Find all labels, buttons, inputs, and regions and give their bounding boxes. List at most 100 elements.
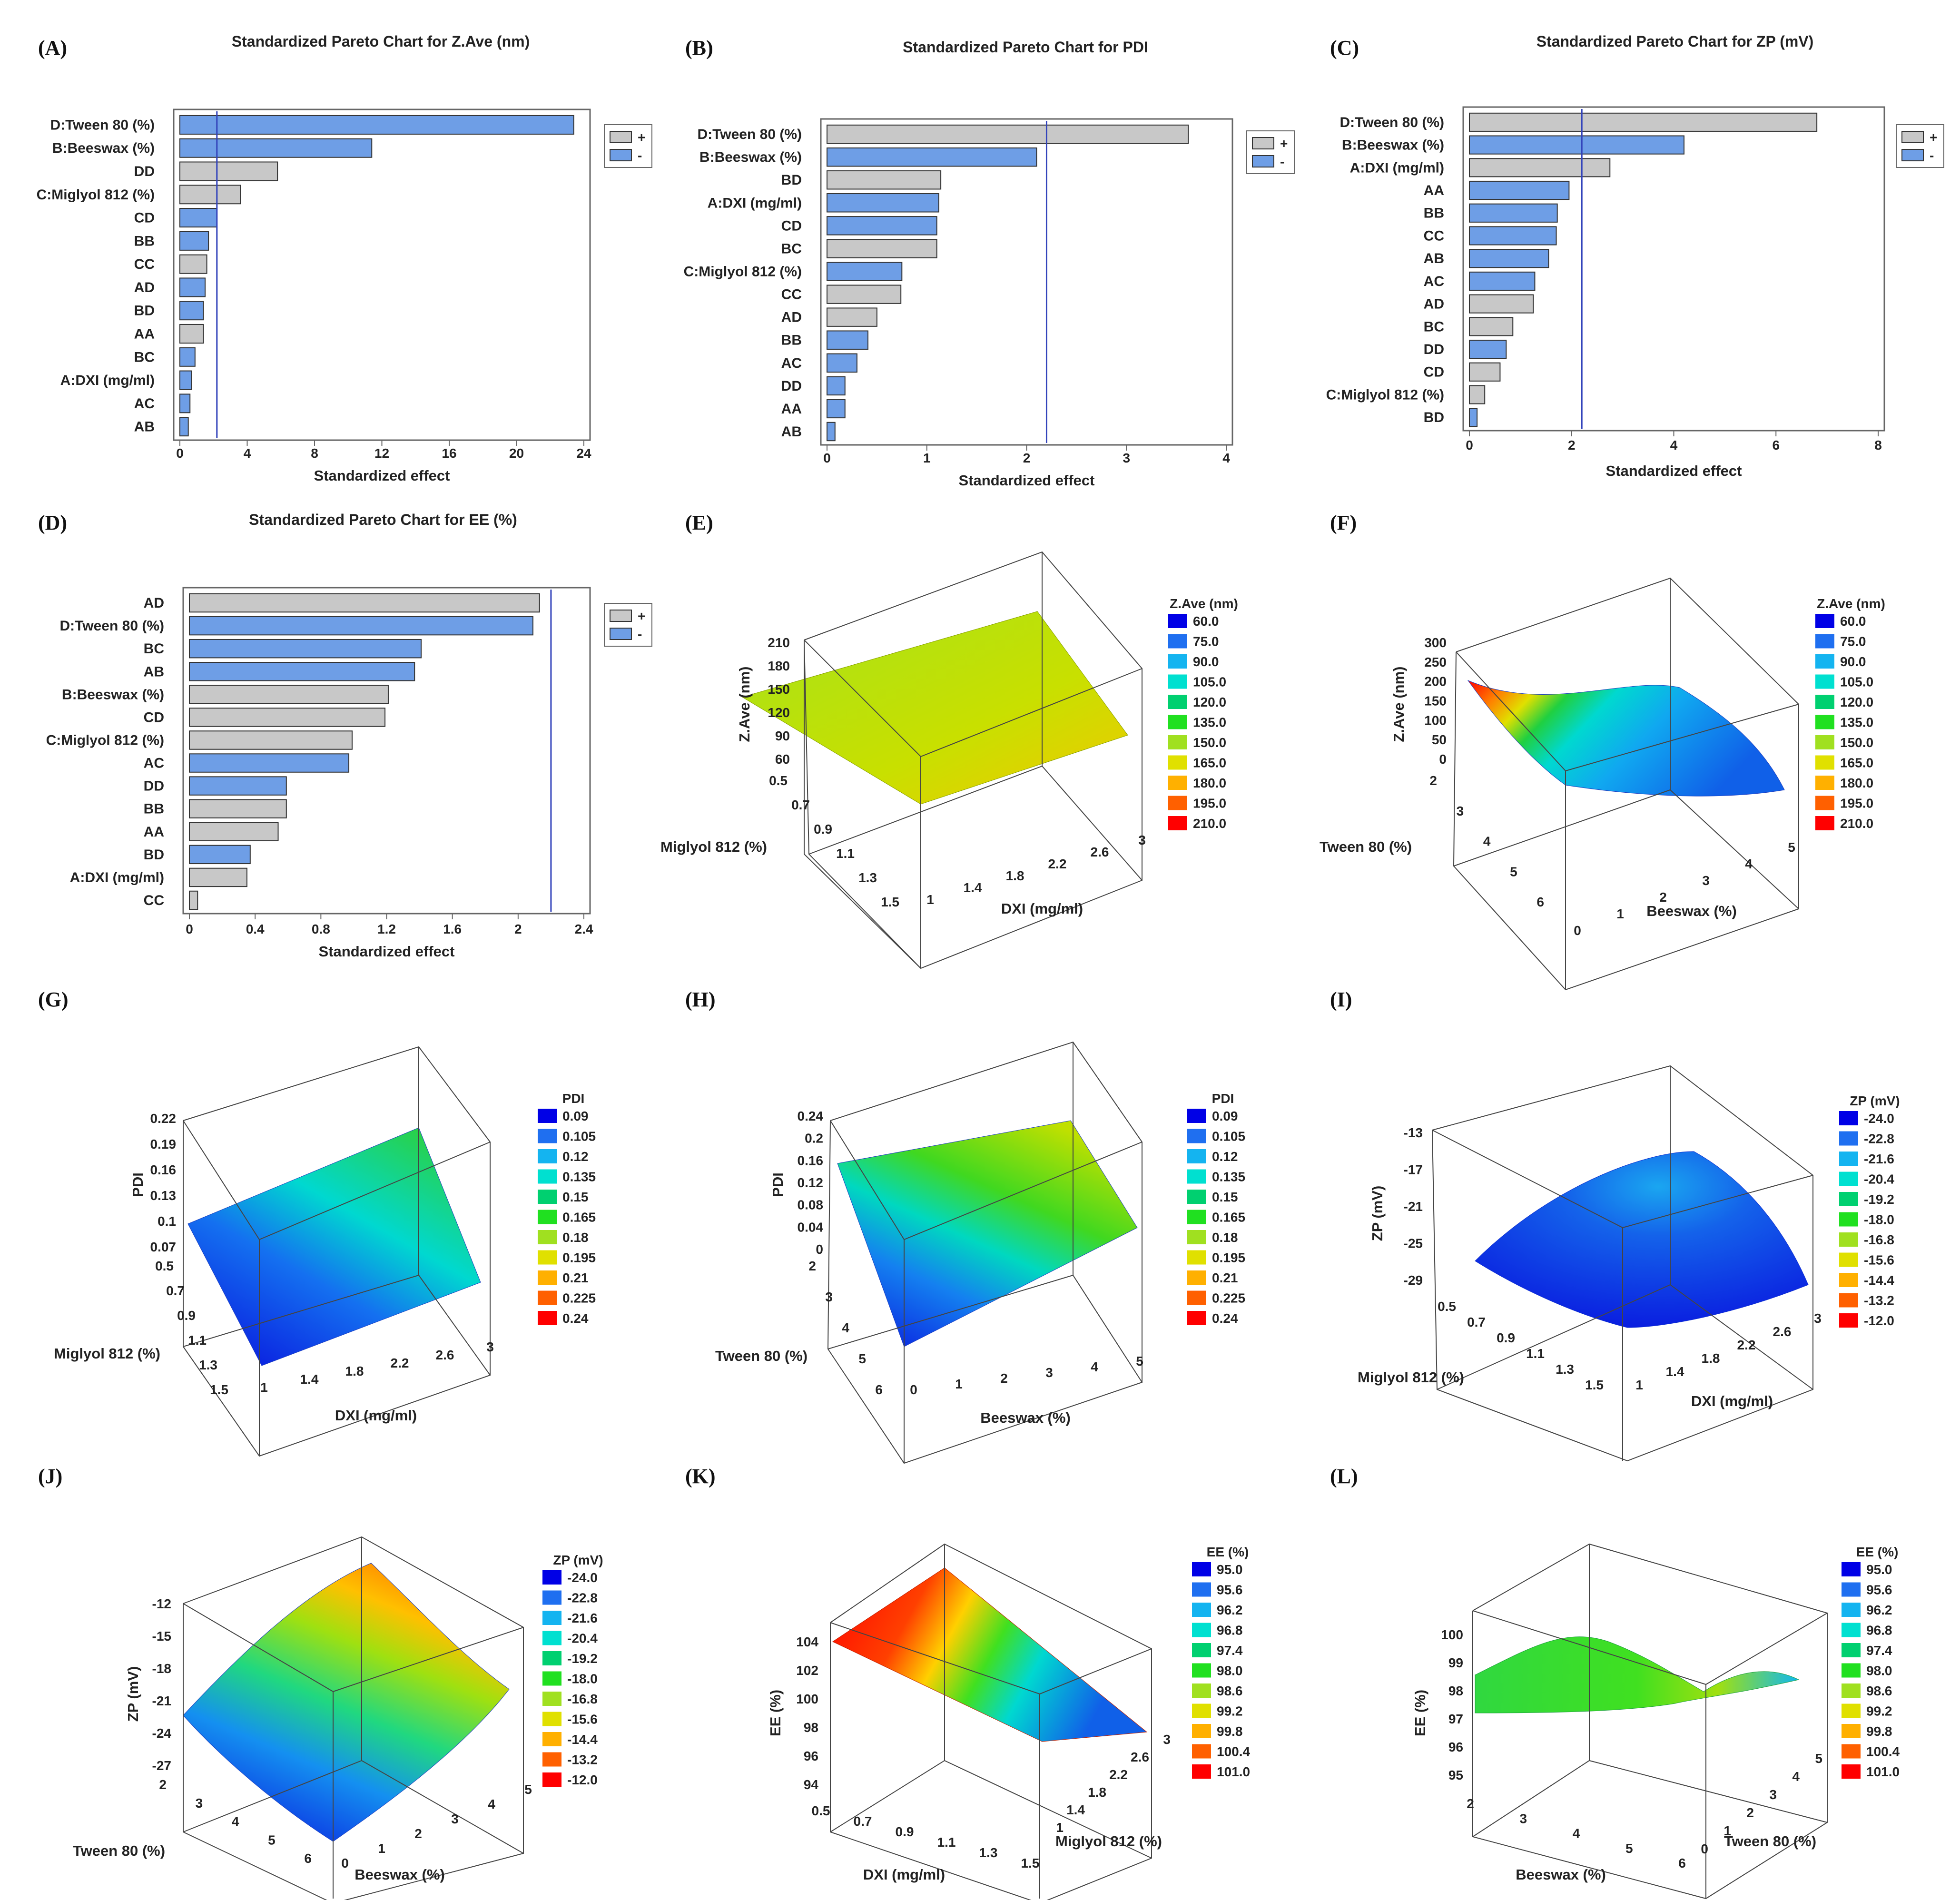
bar xyxy=(827,422,836,442)
y-tick-label: 6 xyxy=(1536,895,1544,909)
legend-value: 0.15 xyxy=(1212,1190,1238,1204)
legend-swatch xyxy=(1815,695,1834,709)
x-tick-label: 0 xyxy=(341,1856,349,1870)
bar xyxy=(179,301,204,321)
z-axis-label: Z.Ave (nm) xyxy=(1390,666,1407,742)
legend-swatch xyxy=(1839,1152,1858,1166)
bar xyxy=(179,115,574,135)
color-legend: Z.Ave (nm) 60.0 75.0 90.0 105.0 120.0 135.0 150… xyxy=(1815,596,1885,831)
category-label: A:DXI (mg/ml) xyxy=(70,870,164,886)
bar xyxy=(1469,226,1557,246)
y-tick-label: 2 xyxy=(808,1259,816,1273)
legend-value: 0.18 xyxy=(1212,1230,1238,1245)
y-axis-label: Tween 80 (%) xyxy=(1320,838,1412,855)
z-axis-label: PDI xyxy=(769,1172,786,1197)
y-tick-label: 2.2 xyxy=(1109,1767,1128,1782)
bar xyxy=(827,124,1189,144)
legend-value: -14.4 xyxy=(567,1732,598,1747)
z-tick-label: 95 xyxy=(1448,1768,1463,1782)
legend-value: 0.225 xyxy=(1212,1291,1245,1306)
legend-value: 75.0 xyxy=(1193,634,1219,649)
y-tick-label: 1.1 xyxy=(1526,1346,1545,1361)
z-tick-label: 200 xyxy=(1424,674,1447,689)
bar xyxy=(1469,112,1818,132)
legend-swatch xyxy=(1842,1663,1861,1678)
legend-value: 180.0 xyxy=(1840,776,1873,790)
legend-value: 97.4 xyxy=(1866,1643,1892,1658)
bar xyxy=(827,285,902,304)
z-tick-label: -15 xyxy=(152,1629,171,1644)
legend-value: 0.135 xyxy=(1212,1170,1245,1184)
category-label: A:DXI (mg/ml) xyxy=(708,195,802,211)
legend-swatch-negative xyxy=(1252,155,1274,167)
bar xyxy=(1469,180,1570,200)
legend-value: 0.24 xyxy=(1212,1311,1238,1326)
x-tick-label: 2 xyxy=(414,1826,422,1841)
legend-swatch xyxy=(1815,755,1834,770)
legend-swatch xyxy=(538,1230,557,1244)
legend-swatch-positive xyxy=(610,610,632,622)
z-tick-label: 0.07 xyxy=(150,1240,177,1254)
legend-value: 0.15 xyxy=(562,1190,589,1204)
legend-value: 95.0 xyxy=(1866,1562,1892,1577)
legend-value: 135.0 xyxy=(1193,715,1226,730)
legend-title: EE (%) xyxy=(1856,1545,1899,1559)
z-tick-label: 99 xyxy=(1448,1655,1463,1670)
legend-swatch xyxy=(1187,1169,1206,1184)
panel-label: (D) xyxy=(38,511,67,534)
legend-value: -21.6 xyxy=(567,1611,598,1625)
surface xyxy=(837,1120,1138,1347)
z-tick-label: 300 xyxy=(1424,635,1447,650)
y-tick-label: 6 xyxy=(875,1382,883,1397)
legend-swatch xyxy=(542,1590,561,1605)
legend-value: 120.0 xyxy=(1840,695,1873,709)
legend-value: 165.0 xyxy=(1840,756,1873,770)
x-axis-label: Standardized effect xyxy=(314,467,450,484)
category-label: AD xyxy=(1424,296,1444,312)
x-tick-label: 2.2 xyxy=(1048,856,1067,871)
x-axis-label: DXI (mg/ml) xyxy=(863,1866,945,1883)
legend-swatch xyxy=(1815,776,1834,790)
y-tick-label: 1.8 xyxy=(1088,1785,1106,1800)
y-tick-label: 2 xyxy=(1429,773,1437,788)
category-label: AC xyxy=(144,756,164,771)
category-label: AA xyxy=(134,326,155,342)
legend-swatch xyxy=(1168,695,1187,709)
legend-value: 99.2 xyxy=(1866,1704,1892,1719)
legend-swatch xyxy=(1192,1764,1211,1779)
x-tick-label: 1.4 xyxy=(300,1372,319,1387)
x-tick-label: 0.5 xyxy=(812,1803,830,1818)
y-tick-label: 0.5 xyxy=(1438,1299,1456,1314)
y-tick-label: 0.7 xyxy=(791,797,810,812)
surface xyxy=(1475,1636,1800,1713)
legend-value: 195.0 xyxy=(1840,796,1873,811)
category-label: BC xyxy=(144,641,164,657)
bar xyxy=(1469,385,1486,404)
category-label: DD xyxy=(781,378,802,394)
y-tick-label: 0.9 xyxy=(814,822,832,837)
bar xyxy=(179,417,189,437)
legend-value: 98.6 xyxy=(1217,1683,1243,1698)
legend-value: 98.0 xyxy=(1866,1664,1892,1678)
legend-value: -12.0 xyxy=(1864,1313,1894,1328)
tick-label: 24 xyxy=(576,446,591,461)
z-axis-label: ZP (mV) xyxy=(1369,1186,1386,1241)
color-legend: ZP (mV) -24.0 -22.8 -21.6 -20.4 -19.2 -18.0 -16… xyxy=(1839,1093,1900,1328)
x-tick-label: 6 xyxy=(1678,1856,1686,1870)
z-tick-label: -24 xyxy=(152,1726,172,1741)
legend-swatch xyxy=(1839,1192,1858,1206)
legend-swatch xyxy=(1192,1603,1211,1617)
legend-value: 90.0 xyxy=(1840,654,1866,669)
legend-value: 0.165 xyxy=(562,1210,596,1225)
legend-value: -22.8 xyxy=(567,1591,598,1605)
legend-swatch xyxy=(1187,1230,1206,1244)
tick-label: 3 xyxy=(1123,451,1130,465)
z-axis-label: ZP (mV) xyxy=(125,1666,141,1722)
legend-value: 0.21 xyxy=(1212,1270,1238,1285)
x-tick-label: 4 xyxy=(488,1797,495,1811)
y-tick-label: 6 xyxy=(304,1851,312,1866)
legend-swatch xyxy=(1815,634,1834,649)
z-tick-label: 0 xyxy=(816,1242,823,1257)
x-tick-label: 1.8 xyxy=(1702,1351,1720,1366)
bar xyxy=(189,662,415,681)
